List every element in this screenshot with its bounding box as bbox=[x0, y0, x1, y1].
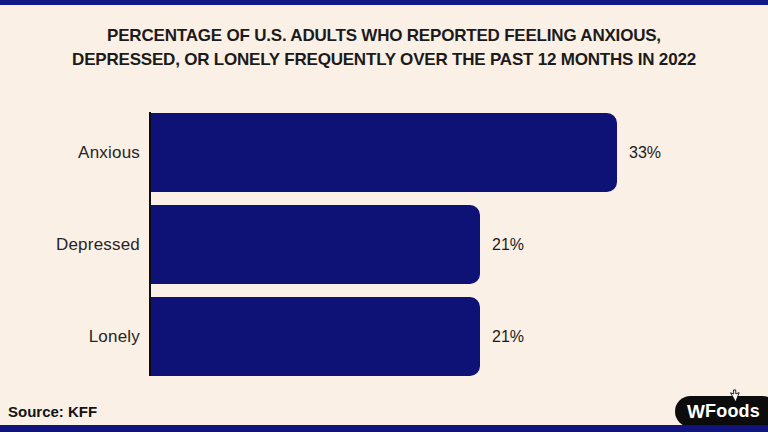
chart-title-line2: DEPRESSED, OR LONELY FREQUENTLY OVER THE… bbox=[0, 48, 768, 72]
bottom-border-strip bbox=[0, 425, 768, 432]
bar-lonely bbox=[151, 297, 480, 376]
chart-title-line1: PERCENTAGE OF U.S. ADULTS WHO REPORTED F… bbox=[0, 24, 768, 48]
wfoods-logo-text: Foods bbox=[705, 401, 760, 422]
source-attribution: Source: KFF bbox=[8, 403, 97, 420]
wfoods-logo-badge: W Foods bbox=[675, 396, 768, 427]
y-axis-line bbox=[149, 112, 151, 376]
cursor-arrow-icon bbox=[728, 388, 740, 402]
bar-chart: Anxious 33% Depressed 21% Lonely 21% bbox=[0, 113, 768, 376]
infographic-frame: PERCENTAGE OF U.S. ADULTS WHO REPORTED F… bbox=[0, 0, 768, 432]
chart-title: PERCENTAGE OF U.S. ADULTS WHO REPORTED F… bbox=[0, 24, 768, 72]
bar-row-lonely: Lonely 21% bbox=[0, 297, 768, 376]
category-label-lonely: Lonely bbox=[0, 327, 151, 347]
bar-row-anxious: Anxious 33% bbox=[0, 113, 768, 192]
wfoods-logo-glyph: W bbox=[687, 401, 704, 423]
value-label-lonely: 21% bbox=[492, 328, 524, 346]
category-label-anxious: Anxious bbox=[0, 143, 151, 163]
category-label-depressed: Depressed bbox=[0, 235, 151, 255]
top-border-strip bbox=[0, 0, 768, 5]
bar-depressed bbox=[151, 205, 480, 284]
value-label-anxious: 33% bbox=[629, 144, 661, 162]
value-label-depressed: 21% bbox=[492, 236, 524, 254]
bar-anxious bbox=[151, 113, 617, 192]
bar-row-depressed: Depressed 21% bbox=[0, 205, 768, 284]
